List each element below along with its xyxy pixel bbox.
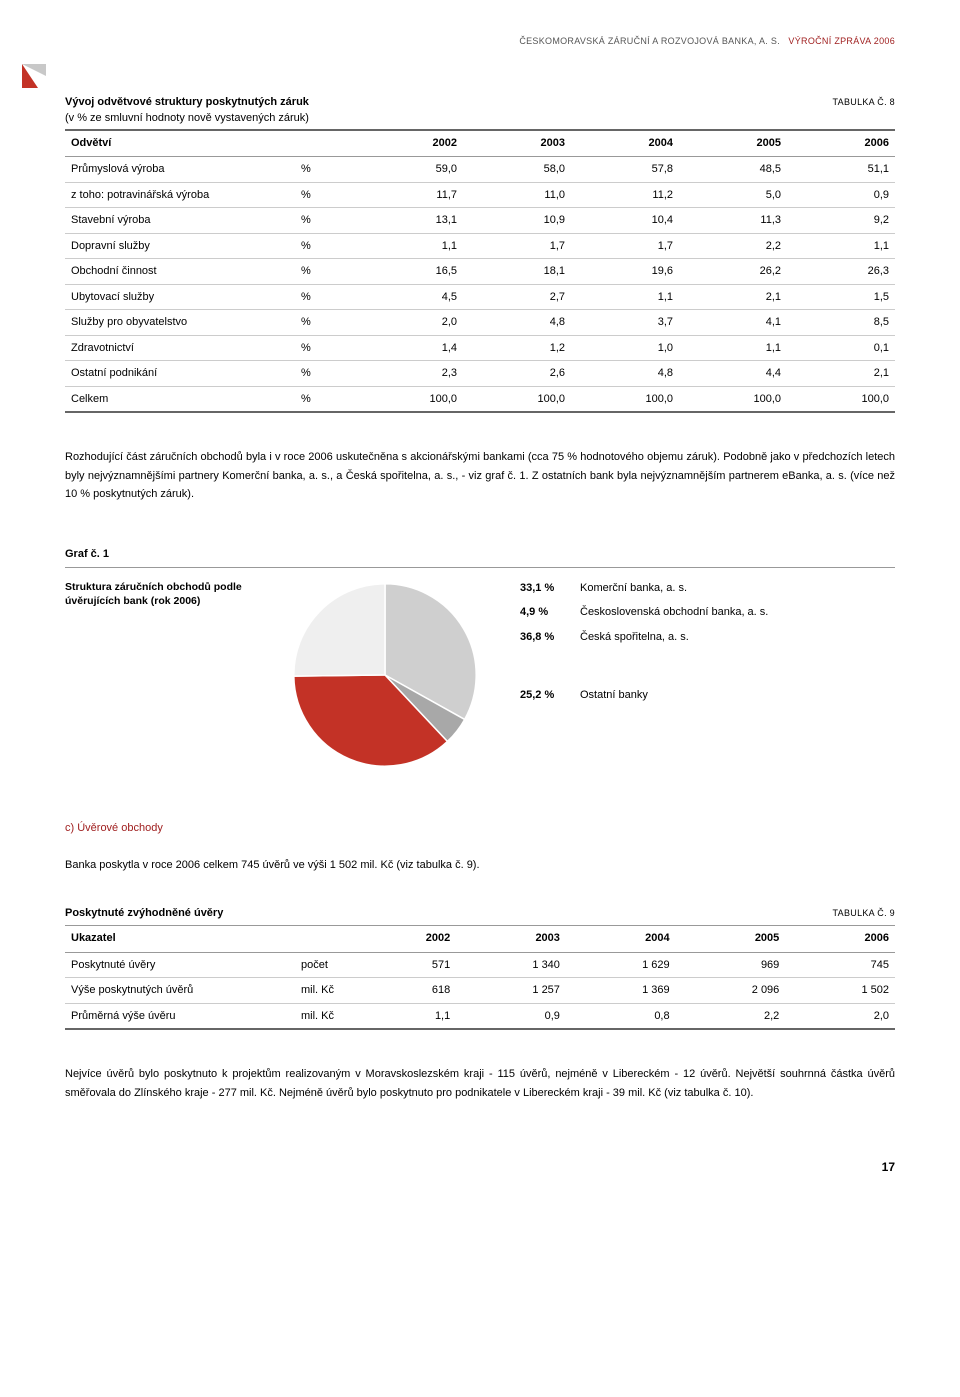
- table9: Ukazatel 2002 2003 2004 2005 2006 Poskyt…: [65, 926, 895, 1030]
- logo-icon: [20, 62, 48, 90]
- legend-pct: 36,8 %: [520, 629, 580, 646]
- table8-year-4: 2006: [787, 130, 895, 157]
- table8-head-sector: Odvětví: [65, 130, 295, 157]
- legend-label: Ostatní banky: [580, 687, 648, 704]
- legend-pct: 4,9 %: [520, 604, 580, 621]
- paragraph-2: Banka poskytla v roce 2006 celkem 745 úv…: [65, 856, 895, 875]
- page-number: 17: [65, 1158, 895, 1176]
- legend-row: 4,9 %Československá obchodní banka, a. s…: [520, 604, 768, 621]
- legend-row: 25,2 %Ostatní banky: [520, 687, 768, 704]
- legend-label: Česká spořitelna, a. s.: [580, 629, 689, 646]
- table-row: Obchodní činnost%16,518,119,626,226,3: [65, 259, 895, 285]
- table9-title: Poskytnuté zvýhodněné úvěry: [65, 905, 223, 922]
- chart-legend: 33,1 %Komerční banka, a. s.4,9 %Českoslo…: [520, 580, 768, 712]
- table9-ref: TABULKA Č. 9: [833, 907, 895, 921]
- table-row: Stavební výroba%13,110,910,411,39,2: [65, 208, 895, 234]
- report-title: VÝROČNÍ ZPRÁVA 2006: [788, 36, 895, 46]
- table-row: Celkem%100,0100,0100,0100,0100,0: [65, 386, 895, 412]
- table9-head-indicator: Ukazatel: [65, 926, 295, 952]
- table-row: Služby pro obyvatelstvo%2,04,83,74,18,5: [65, 310, 895, 336]
- table8: Odvětví 2002 2003 2004 2005 2006 Průmysl…: [65, 129, 895, 414]
- table8-ref: TABULKA Č. 8: [833, 96, 895, 110]
- legend-label: Československá obchodní banka, a. s.: [580, 604, 768, 621]
- pie-chart: [290, 580, 480, 770]
- table8-year-0: 2002: [355, 130, 463, 157]
- table-row: Poskytnuté úvěrypočet5711 3401 629969745: [65, 952, 895, 978]
- table9-year-0: 2002: [355, 926, 456, 952]
- graf-label: Graf č. 1: [65, 546, 895, 568]
- table-row: Průměrná výše úvěrumil. Kč1,10,90,82,22,…: [65, 1003, 895, 1029]
- legend-pct: 25,2 %: [520, 687, 580, 704]
- table9-year-1: 2003: [456, 926, 566, 952]
- legend-label: Komerční banka, a. s.: [580, 580, 687, 597]
- table8-title: Vývoj odvětvové struktury poskytnutých z…: [65, 94, 309, 111]
- legend-row: 36,8 %Česká spořitelna, a. s.: [520, 629, 768, 646]
- table8-title-row: Vývoj odvětvové struktury poskytnutých z…: [65, 94, 895, 127]
- table-row: z toho: potravinářská výroba%11,711,011,…: [65, 182, 895, 208]
- table8-year-1: 2003: [463, 130, 571, 157]
- legend-row: 33,1 %Komerční banka, a. s.: [520, 580, 768, 597]
- table-row: Dopravní služby%1,11,71,72,21,1: [65, 233, 895, 259]
- paragraph-1: Rozhodující část záručních obchodů byla …: [65, 448, 895, 504]
- table-row: Zdravotnictví%1,41,21,01,10,1: [65, 335, 895, 361]
- table9-year-3: 2005: [676, 926, 786, 952]
- section-c-heading: c) Úvěrové obchody: [65, 820, 895, 837]
- chart-caption: Struktura záručních obchodů podle úvěruj…: [65, 580, 265, 609]
- paragraph-3: Nejvíce úvěrů bylo poskytnuto k projektů…: [65, 1065, 895, 1102]
- table8-year-2: 2004: [571, 130, 679, 157]
- legend-pct: 33,1 %: [520, 580, 580, 597]
- page-header: ČESKOMORAVSKÁ ZÁRUČNÍ A ROZVOJOVÁ BANKA,…: [65, 35, 895, 49]
- table8-year-3: 2005: [679, 130, 787, 157]
- table-row: Průmyslová výroba%59,058,057,848,551,1: [65, 157, 895, 183]
- table-row: Ubytovací služby%4,52,71,12,11,5: [65, 284, 895, 310]
- company-name: ČESKOMORAVSKÁ ZÁRUČNÍ A ROZVOJOVÁ BANKA,…: [519, 36, 780, 46]
- table-row: Výše poskytnutých úvěrůmil. Kč6181 2571 …: [65, 978, 895, 1004]
- table9-year-4: 2006: [785, 926, 895, 952]
- chart-area: Struktura záručních obchodů podle úvěruj…: [65, 580, 895, 770]
- pie-slice: [294, 583, 385, 675]
- table-row: Ostatní podnikání%2,32,64,84,42,1: [65, 361, 895, 387]
- table8-subtitle: (v % ze smluvní hodnoty nově vystavených…: [65, 110, 309, 127]
- table9-title-row: Poskytnuté zvýhodněné úvěry TABULKA Č. 9: [65, 905, 895, 927]
- table9-year-2: 2004: [566, 926, 676, 952]
